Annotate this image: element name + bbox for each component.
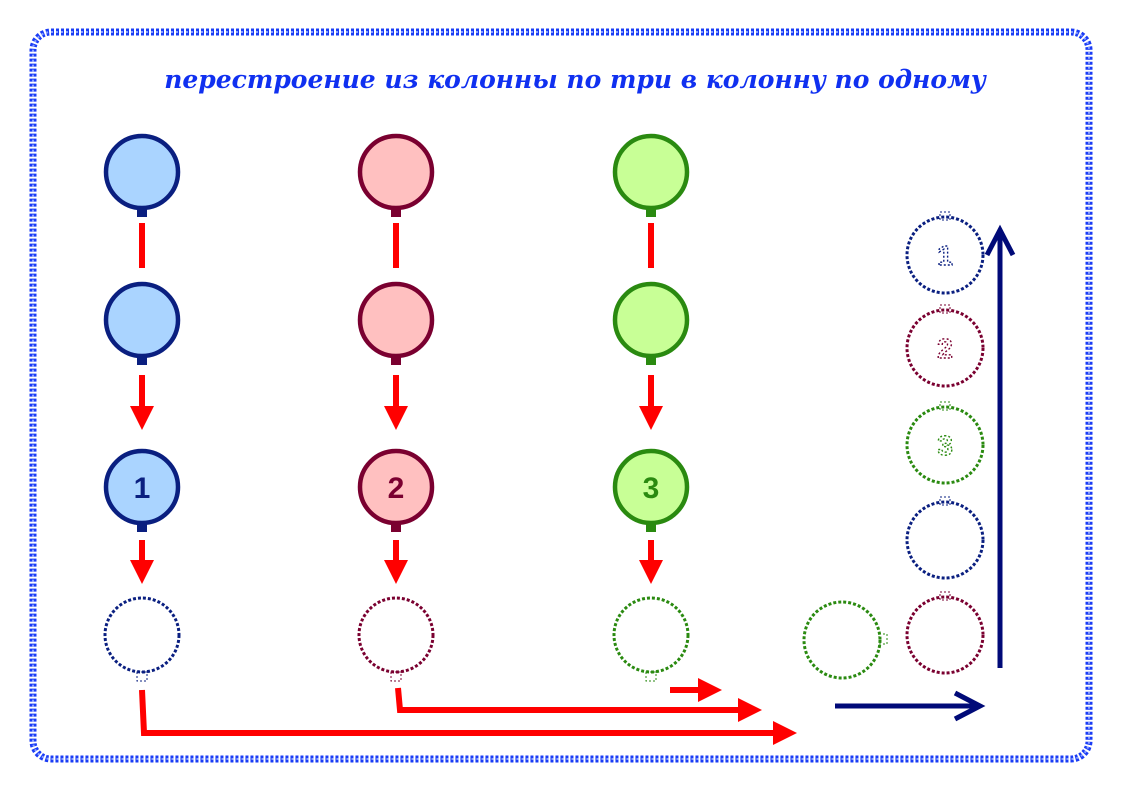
soldier-number: 3: [643, 472, 660, 505]
single-file-number: 2: [937, 333, 953, 364]
soldier-number: 1: [134, 472, 151, 505]
single-file-number: 3: [937, 430, 953, 461]
single-file-ghost-circle: [905, 500, 985, 580]
ghost-tab: [390, 671, 402, 682]
soldier-circle: [612, 133, 690, 211]
single-file-ghost-circle: [905, 308, 985, 388]
frame-border: [29, 28, 1093, 763]
soldier-circle: [103, 281, 181, 359]
ghost-tab: [939, 304, 951, 314]
single-file-ghost-circle: [905, 595, 985, 675]
soldier-circle: [103, 133, 181, 211]
ghost-tab: [878, 633, 888, 645]
single-file-number: 1: [937, 240, 953, 271]
soldier-circle: [357, 133, 435, 211]
soldier-tab: [646, 208, 656, 217]
turning-ghost-circle: [802, 600, 882, 680]
route-arrow-col2: [395, 687, 762, 722]
soldier-number: 2: [388, 472, 405, 505]
diagram-title: перестроение из колонны по три в колонну…: [164, 65, 987, 94]
soldier-circle: [357, 281, 435, 359]
ghost-tab: [939, 401, 951, 411]
ghost-tab: [136, 671, 148, 682]
ghost-circle: [357, 596, 435, 674]
ghost-circle: [612, 596, 690, 674]
soldier-tab: [137, 523, 147, 532]
soldier-circle: [612, 281, 690, 359]
ghost-tab: [645, 671, 657, 682]
soldier-tab: [391, 523, 401, 532]
single-file-ghost-circle: [905, 405, 985, 485]
soldier-tab: [391, 356, 401, 365]
route-arrow-col1: [139, 689, 797, 745]
soldier-tab: [137, 208, 147, 217]
ghost-tab: [939, 591, 951, 601]
soldier-tab: [646, 523, 656, 532]
ghost-circle: [103, 596, 181, 674]
ghost-tab: [939, 496, 951, 506]
ghost-tab: [939, 211, 951, 221]
blue-arrow-right: [835, 690, 986, 722]
soldier-tab: [391, 208, 401, 217]
soldier-tab: [137, 356, 147, 365]
single-file-ghost-circle: [905, 215, 985, 295]
blue-arrow-up: [984, 224, 1016, 668]
soldier-tab: [646, 356, 656, 365]
